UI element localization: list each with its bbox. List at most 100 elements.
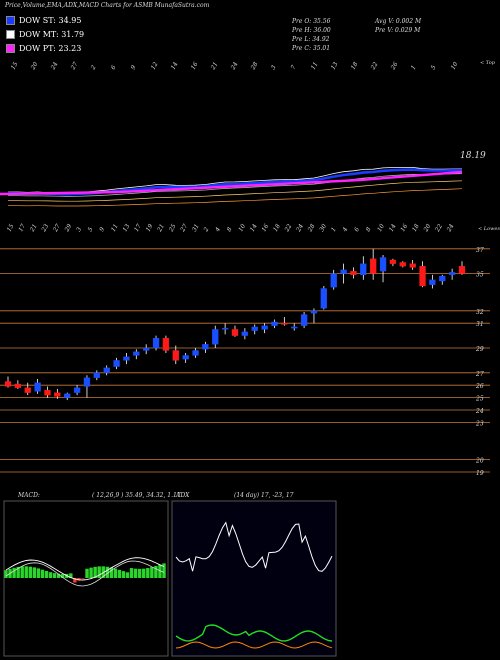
ema-x-tick: 24 (229, 61, 239, 72)
candle-body (409, 263, 416, 268)
price-x-tick: 21 (156, 223, 166, 234)
ema-line-mid (8, 173, 463, 197)
candle-body (300, 314, 308, 326)
price-x-tick: 17 (17, 223, 27, 233)
price-x-tick: 25 (167, 223, 177, 234)
adx-frame (171, 500, 337, 657)
ema-right-label: < Top (480, 60, 496, 66)
price-x-tick: 5 (87, 226, 95, 233)
legend-dow-mt: DOW MT: 31.79 (6, 30, 84, 39)
candle-body (261, 325, 268, 330)
price-x-tick: 16 (260, 223, 270, 233)
candle-body (123, 356, 130, 361)
candle-body (34, 382, 41, 392)
candle-body (162, 337, 170, 351)
candle-body (399, 262, 406, 267)
candle-body (370, 258, 377, 274)
price-x-tick: 18 (272, 223, 282, 233)
ema-x-tick: 6 (110, 64, 118, 71)
candle-body (251, 326, 258, 331)
price-x-tick: 3 (75, 226, 83, 233)
candle-body (14, 383, 22, 388)
price-x-tick: 24 (295, 223, 305, 234)
ema-x-tick: 15 (10, 61, 20, 71)
macd-histogram-bar (117, 569, 122, 578)
ema-x-tick: 28 (249, 61, 259, 72)
macd-histogram-bar (36, 568, 41, 578)
legend-label-mt: DOW MT: 31.79 (19, 30, 85, 39)
price-x-tick: 27 (51, 223, 61, 234)
price-right-label: < Lowest (478, 226, 500, 232)
ema-x-tick: 14 (170, 61, 180, 71)
candle-body (152, 337, 160, 349)
macd-histogram-bar (97, 566, 101, 578)
adx-params: (14 day) 17, -23, 17 (234, 492, 294, 499)
ema-x-tick: 12 (150, 61, 160, 71)
candle-body (202, 344, 209, 350)
ema-x-tick: 16 (190, 61, 200, 71)
macd-histogram-bar (85, 568, 89, 578)
candle-body (212, 329, 219, 345)
macd-histogram-bar (93, 566, 97, 578)
ema-x-tick: 1 (410, 64, 418, 71)
macd-histogram-bar (73, 578, 77, 583)
price-y-tick: 29 (475, 346, 484, 353)
macd-histogram-bar (56, 573, 61, 578)
macd-panel: MACD: ( 12,26,9 ) 35.49, 34.32, 1.17 (3, 492, 181, 657)
macd-histogram-bar (40, 569, 45, 578)
candle-body (350, 270, 357, 275)
macd-histogram-bar (61, 574, 65, 578)
price-x-tick: 10 (237, 223, 247, 233)
stat-pre-low: Pre L: 34.92 (292, 36, 330, 43)
macd-histogram-bar (101, 566, 105, 578)
macd-histogram-bar (24, 566, 28, 578)
macd-histogram-bar (162, 563, 166, 578)
legend-label-pt: DOW PT: 23.23 (19, 44, 82, 53)
ema-x-tick: 7 (290, 64, 298, 71)
macd-histogram-bar (121, 571, 126, 578)
price-x-tick: 14 (388, 223, 398, 233)
price-y-tick: 31 (476, 321, 484, 328)
candle-body (458, 266, 466, 274)
ema-x-tick: 22 (369, 61, 379, 72)
price-x-tick: 29 (63, 223, 73, 234)
ema-value-label: 18.19 (460, 151, 486, 161)
macd-histogram-bar (146, 568, 150, 578)
legend-dow-pt: DOW PT: 23.23 (6, 44, 81, 53)
macd-histogram-bar (150, 567, 154, 578)
price-y-tick: 20 (475, 458, 484, 465)
ema-panel: 15 20 24 27 2 6 9 12 14 16 21 24 28 3 7 11 13 18 22 26 1 5 10 <… (0, 60, 496, 207)
price-y-tick: 23 (475, 420, 484, 427)
ema-x-tick: 9 (130, 64, 138, 71)
price-y-tick: 32 (476, 309, 484, 316)
ema-line-mt (8, 180, 463, 202)
candle-body (448, 272, 456, 275)
macd-histogram-bar (77, 578, 81, 581)
plus-di-line (175, 624, 333, 642)
candle-body (4, 381, 12, 387)
price-x-tick: 22 (283, 223, 293, 234)
macd-histogram-bar (109, 567, 114, 578)
macd-histogram-bar (154, 565, 158, 578)
price-x-tick: 24 (445, 223, 455, 234)
macd-histogram-bar (12, 567, 16, 578)
price-y-tick: 35 (476, 272, 484, 279)
stat-pre-volume: Pre V: 0.029 M (375, 27, 421, 34)
candle-body (73, 387, 81, 393)
candle-body (103, 367, 110, 373)
price-x-tick: 13 (121, 223, 131, 233)
price-x-tick: 4 (341, 226, 350, 234)
candle-body (419, 266, 426, 287)
price-x-tick: 10 (376, 223, 386, 233)
macd-line (5, 557, 165, 581)
candle-body (429, 279, 436, 285)
candle-body (182, 355, 189, 360)
stat-pre-close: Pre C: 35.01 (292, 45, 331, 52)
price-y-tick: 25 (475, 396, 484, 403)
price-x-tick: 11 (110, 223, 120, 233)
macd-histogram-bar (20, 566, 24, 578)
ema-x-tick: 20 (29, 61, 39, 72)
candle-body (281, 323, 288, 325)
price-y-tick: 26 (475, 383, 484, 390)
stat-avg-volume: Avg V: 0.002 M (375, 18, 422, 25)
